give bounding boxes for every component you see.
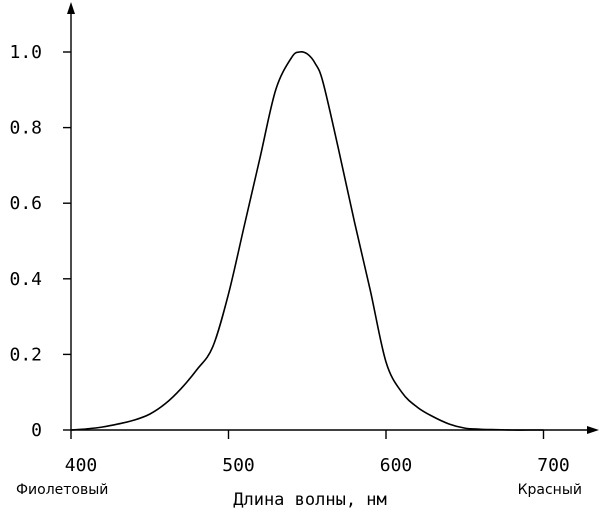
annotation-violet: Фиолетовый — [16, 482, 108, 498]
axes — [67, 2, 599, 434]
x-axis-arrowhead — [587, 426, 599, 434]
y-tick-label: 0.6 — [9, 193, 42, 214]
x-tick-label: 500 — [222, 455, 255, 476]
y-tick-label: 0.4 — [9, 269, 42, 290]
x-tick-label: 400 — [65, 455, 98, 476]
y-tick-label: 1.0 — [9, 42, 42, 63]
annotation-red: Красный — [518, 482, 582, 498]
y-tick-label: 0.8 — [9, 118, 42, 139]
sensitivity-curve — [70, 50, 544, 431]
y-axis-arrowhead — [67, 2, 75, 14]
y-ticks: 0 0.2 0.4 0.6 0.8 1.0 — [9, 42, 71, 441]
x-axis-title: Длина волны, нм — [233, 490, 387, 510]
x-tick-label: 700 — [537, 455, 570, 476]
x-tick-label: 600 — [380, 455, 413, 476]
y-tick-label: 0 — [31, 420, 42, 441]
x-ticks: 400 500 600 700 — [65, 430, 570, 476]
y-tick-label: 0.2 — [9, 344, 42, 365]
